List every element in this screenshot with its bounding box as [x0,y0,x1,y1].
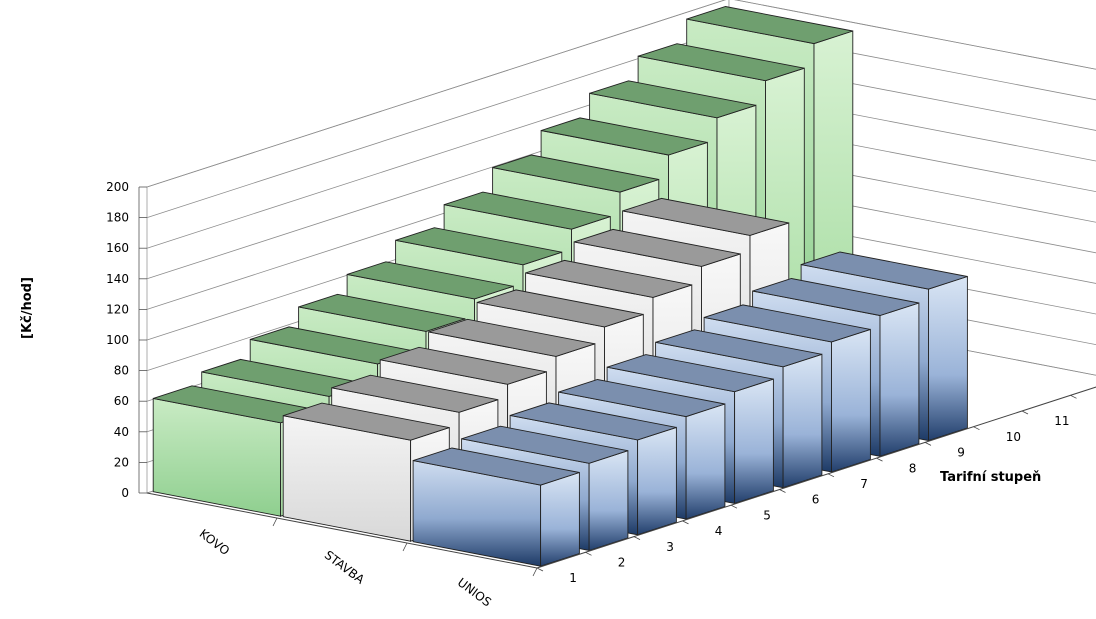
y-tick-label: 80 [114,364,129,378]
bar-top [703,304,871,343]
depth-tick-label: 4 [715,524,723,538]
y-tick-label: 0 [121,486,129,500]
bar-top [637,43,805,82]
bar-top [509,402,677,441]
bar-side [637,426,677,536]
y-tick-label: 20 [114,455,129,469]
bar-top [800,251,968,290]
depth-tick [924,442,932,446]
depth-tick [682,520,689,525]
y-tick-label: 180 [106,211,129,225]
bar-side [734,378,774,505]
bar-side [782,353,823,489]
depth-tick [730,504,738,509]
depth-tick [1021,410,1029,415]
depth-tick [876,457,883,462]
x-tick-label: UNIOS [455,575,494,609]
depth-tick [536,567,544,572]
bar-unios-1 [412,447,580,567]
depth-tick-label: 11 [1054,414,1069,428]
depth-tick [973,426,980,431]
bar-side [831,328,871,473]
depth-axis: 123456789101112 [536,386,1096,585]
bar-top [606,354,774,393]
gridline [146,0,1096,188]
x-tick-label: STAVBA [322,548,368,587]
depth-tick-label: 7 [860,477,868,491]
x-tick [532,567,538,577]
bar-top [346,261,514,300]
depth-tick [779,489,786,493]
x-tick [402,542,408,552]
x-tick [272,517,278,527]
bars [152,6,968,567]
y-tick-label: 60 [114,394,129,408]
bar-top [589,80,757,119]
depth-tick-label: 10 [1006,430,1021,444]
depth-axis-label: Tarifní stupeň [940,470,1042,485]
bar-side [685,403,726,520]
bar-top [525,259,692,298]
y-tick-label: 40 [114,425,129,439]
bar-side [928,275,968,442]
bar-top [752,278,920,316]
bar-top [298,293,466,332]
depth-tick [585,551,592,556]
depth-tick [827,473,835,478]
depth-tick-label: 9 [957,446,965,460]
depth-tick [633,536,641,540]
bar-side [540,471,580,567]
y-tick-label: 140 [106,272,129,286]
bar-side [588,450,629,552]
bar-top [331,374,499,413]
bar-top [283,402,450,441]
depth-tick-label: 1 [569,571,577,585]
bar-top [540,117,708,156]
depth-tick [1070,394,1077,399]
y-tick-label: 160 [106,241,129,255]
y-axis-label: [Kč/hod] [20,277,35,339]
bar-top [443,191,611,230]
x-axis-line [146,492,538,569]
y-tick-label: 100 [106,333,129,347]
depth-tick-label: 3 [666,540,674,554]
y-tick-label: 120 [106,302,129,316]
bar-top [380,346,547,385]
bar-top [622,197,789,236]
depth-tick-label: 8 [909,461,917,475]
bar-top [655,329,823,368]
bar-top [461,425,629,464]
depth-tick-label: 6 [812,493,820,507]
bar-top [412,447,580,486]
bar-top [492,154,659,193]
y-axis-ticks: 0 20 40 60 80 100 120 140 160 180 200 [106,180,147,500]
bar-top [476,289,644,328]
bar-top [428,318,596,357]
bar-top [686,6,853,45]
depth-tick-label: 5 [763,508,771,522]
x-tick-label: KOVO [197,527,232,559]
bar-top [558,379,726,418]
depth-tick-label: 2 [618,555,626,569]
bar-top [573,228,741,267]
bar-top [395,227,562,266]
y-tick-label: 200 [106,180,129,194]
bar-side [879,302,920,457]
